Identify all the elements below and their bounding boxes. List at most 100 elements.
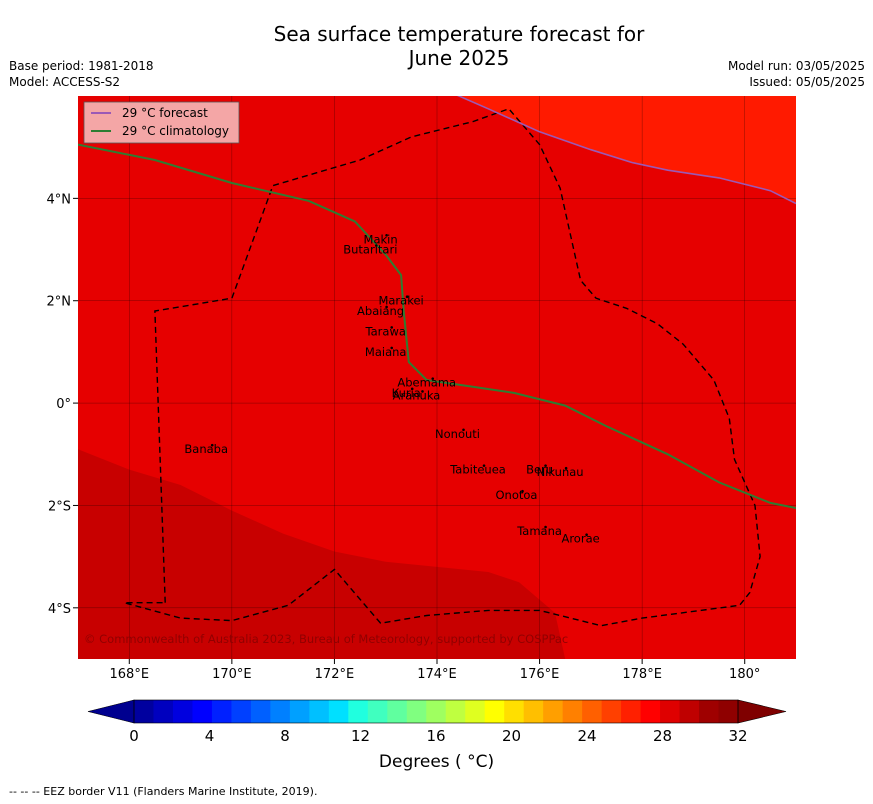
island-marker (385, 305, 388, 309)
island-marker (390, 326, 394, 329)
colorbar-segment (640, 700, 661, 723)
colorbar: 0 4 8 12 16 20 24 28 32 (87, 699, 787, 745)
colorbar-segment (562, 700, 583, 723)
colorbar-segment (679, 700, 700, 723)
x-tick-label: 172°E (315, 667, 355, 682)
colorbar-tick-label: 0 (129, 727, 139, 745)
base-period-text: Base period: 1981-2018 (9, 59, 154, 73)
colorbar-segment (621, 700, 642, 723)
colorbar-segment (504, 700, 525, 723)
colorbar-segment (445, 700, 466, 723)
colorbar-label: Degrees ( °C) (378, 752, 495, 772)
issued-text: Issued: 05/05/2025 (749, 75, 865, 89)
y-tick-label: 2°N (47, 295, 72, 310)
island-label-marakei: Marakei (378, 294, 423, 308)
island-label-beru: Beru (526, 463, 553, 477)
sst-fill-cool-region (78, 449, 566, 659)
colorbar-segment (465, 700, 486, 723)
colorbar-tick-label: 28 (653, 727, 672, 745)
island-marker (521, 489, 524, 493)
island-marker (385, 234, 388, 237)
colorbar-segment (523, 700, 544, 723)
colorbar-segment (348, 700, 369, 723)
island-marker (482, 464, 486, 467)
colorbar-segment (367, 700, 388, 723)
island-marker (210, 443, 214, 447)
colorbar-segment (270, 700, 291, 723)
colorbar-outline (133, 699, 739, 724)
colorbar-segment (660, 700, 681, 723)
colorbar-segment (250, 700, 271, 723)
island-marker (585, 533, 588, 537)
x-tick-label: 168°E (110, 667, 150, 682)
colorbar-segment (543, 700, 564, 723)
map-legend: 29 °C forecast 29 °C climatology (83, 101, 240, 144)
island-label-onotoa: Onotoa (496, 488, 538, 502)
island-label-tarawa: Tarawa (365, 324, 406, 338)
colorbar-segment (406, 700, 427, 723)
island-label-abemama: Abemama (397, 376, 456, 390)
colorbar-under-arrow (87, 699, 135, 724)
island-marker (421, 390, 424, 393)
colorbar-segment (484, 700, 505, 723)
eez-footnote: -- -- -- EEZ border V11 (Flanders Marine… (9, 785, 318, 798)
x-tick-label: 170°E (212, 667, 252, 682)
island-label-nonouti: Nonouti (435, 427, 480, 441)
island-label-banaba: Banaba (184, 442, 228, 456)
x-tick-label: 174°E (417, 667, 457, 682)
x-tick-label: 178°E (622, 667, 662, 682)
colorbar-tick-label: 20 (502, 727, 521, 745)
model-run-text: Model run: 03/05/2025 (727, 59, 865, 73)
legend-box (83, 101, 240, 144)
island-label-tabiteuea: Tabiteuea (449, 463, 506, 477)
climatology-29c-contour (78, 143, 796, 509)
island-label-makin: Makin (364, 232, 398, 246)
colorbar-segment (582, 700, 603, 723)
island-marker (405, 295, 409, 299)
x-tick-label: 180° (729, 667, 760, 682)
y-tick-label: 4°S (48, 602, 71, 617)
island-label-arorae: Arorae (561, 532, 599, 546)
colorbar-tick-label: 4 (205, 727, 215, 745)
colorbar-tick-label: 16 (426, 727, 445, 745)
island-marker (544, 464, 547, 467)
colorbar-segment (718, 700, 739, 723)
map-axes: 168°E 170°E 172°E 174°E 176°E 178°E 180° 4°N 2°N… (47, 192, 761, 682)
colorbar-segment (601, 700, 622, 723)
map-gridlines (78, 96, 796, 659)
island-label-kuria: Kuria (392, 386, 421, 400)
colorbar-tick-label: 24 (577, 727, 596, 745)
colorbar-segment (134, 700, 154, 723)
colorbar-tick-label: 12 (351, 727, 370, 745)
meta-left: Base period: 1981-2018 Model: ACCESS-S2 (9, 58, 154, 90)
x-tick-label: 176°E (520, 667, 560, 682)
y-tick-label: 2°S (48, 499, 71, 514)
colorbar-segment (387, 700, 408, 723)
colorbar-over-arrow (737, 699, 787, 724)
colorbar-segment (211, 700, 232, 723)
island-label-maiana: Maiana (365, 345, 407, 359)
island-marker (410, 387, 414, 391)
colorbar-tick-label: 8 (280, 727, 290, 745)
island-label-nikunau: Nikunau (537, 465, 584, 479)
meta-right: Model run: 03/05/2025 Issued: 05/05/2025 (728, 58, 865, 90)
colorbar-segment (172, 700, 193, 723)
island-label-tamana: Tamana (516, 524, 562, 538)
y-tick-label: 4°N (47, 192, 72, 207)
model-text: Model: ACCESS-S2 (9, 75, 121, 89)
colorbar-segment (699, 700, 720, 723)
island-label-aranuka: Aranuka (393, 388, 441, 402)
legend-climatology-label: 29 °C climatology (122, 124, 229, 138)
colorbar-segment (231, 700, 252, 723)
island-marker (564, 466, 568, 470)
colorbar-segment (328, 700, 349, 723)
legend-forecast-label: 29 °C forecast (122, 106, 208, 120)
island-label-butaritari: Butaritari (343, 243, 397, 257)
colorbar-segment (426, 700, 447, 723)
colorbar-tick-label: 32 (728, 727, 747, 745)
forecast-29c-contour (456, 96, 796, 205)
island-marker (462, 428, 465, 432)
island-marker (375, 244, 378, 247)
